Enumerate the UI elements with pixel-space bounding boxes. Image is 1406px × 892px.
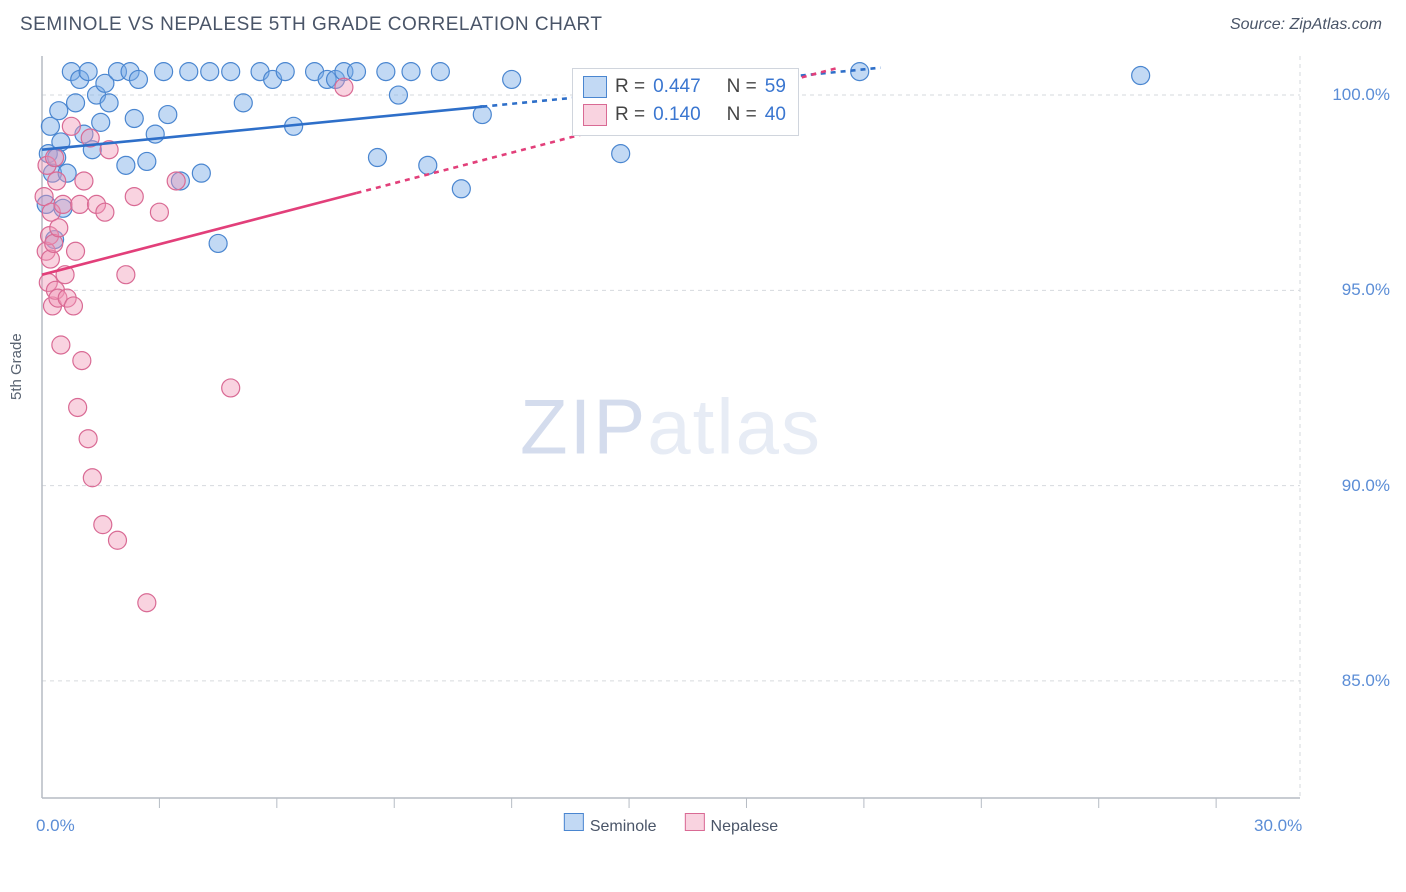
series-legend-item: Nepalese	[685, 813, 779, 836]
r-label: R =	[615, 73, 645, 101]
source-attribution: Source: ZipAtlas.com	[1230, 16, 1382, 34]
n-label: N =	[727, 73, 757, 101]
n-value: 59	[765, 73, 786, 101]
legend-swatch	[564, 813, 584, 831]
y-tick-label: 85.0%	[1342, 671, 1390, 691]
r-value: 0.447	[653, 73, 701, 101]
y-tick-label: 90.0%	[1342, 476, 1390, 496]
y-tick-label: 95.0%	[1342, 280, 1390, 300]
correlation-legend-row: R = 0.447 N = 59	[583, 73, 786, 101]
r-value: 0.140	[653, 101, 701, 129]
x-tick-label: 30.0%	[1254, 816, 1302, 836]
header: SEMINOLE VS NEPALESE 5TH GRADE CORRELATI…	[0, 0, 1406, 44]
series-legend: Seminole Nepalese	[564, 813, 778, 836]
plot-svg	[42, 56, 1300, 798]
legend-swatch	[583, 76, 607, 98]
series-label: Seminole	[590, 818, 657, 835]
n-value: 40	[765, 101, 786, 129]
correlation-legend: R = 0.447 N = 59 R = 0.140 N = 40	[572, 68, 799, 136]
series-label: Nepalese	[711, 818, 779, 835]
n-label: N =	[727, 101, 757, 129]
series-legend-item: Seminole	[564, 813, 657, 836]
legend-swatch	[685, 813, 705, 831]
y-axis-label: 5th Grade	[8, 333, 25, 400]
scatter-chart: ZIPatlas R =0.447N =59R =0.140N =40 Semi…	[42, 56, 1300, 798]
legend-swatch	[583, 104, 607, 126]
chart-title: SEMINOLE VS NEPALESE 5TH GRADE CORRELATI…	[20, 14, 603, 36]
correlation-legend-row: R = 0.140 N = 40	[583, 101, 786, 129]
x-tick-label: 0.0%	[36, 816, 75, 836]
y-tick-label: 100.0%	[1332, 85, 1390, 105]
r-label: R =	[615, 101, 645, 129]
